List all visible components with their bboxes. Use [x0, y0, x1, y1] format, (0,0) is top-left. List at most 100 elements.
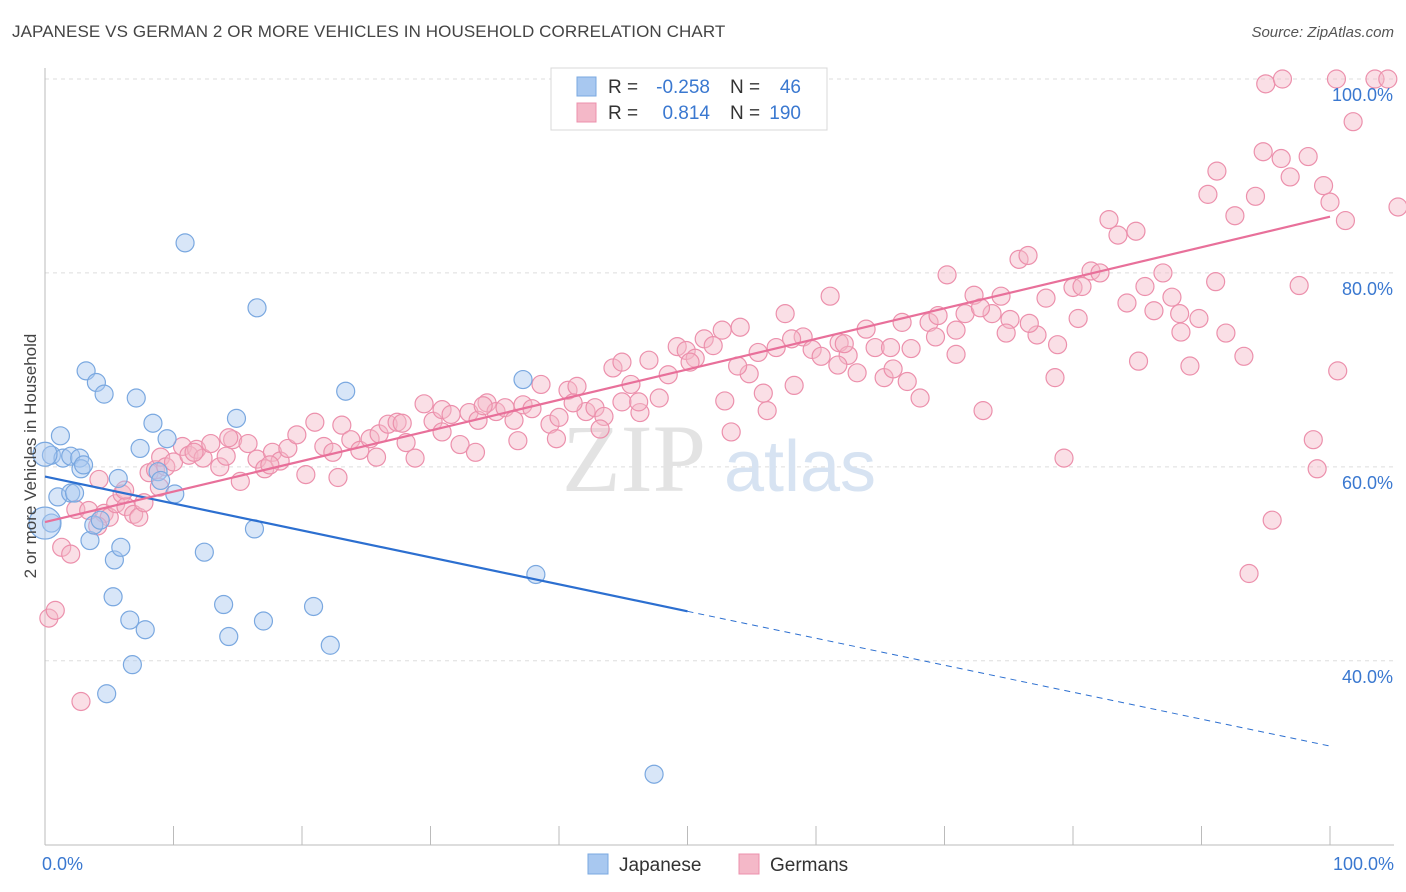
- japanese-point: [103, 587, 123, 607]
- germans-point: [757, 401, 777, 421]
- germans-point: [1280, 167, 1300, 187]
- germans-point: [811, 346, 831, 366]
- legend-n-value-japanese: 46: [780, 77, 801, 98]
- series-legend: Japanese Germans: [587, 853, 848, 876]
- germans-point: [1162, 287, 1182, 307]
- germans-point: [1234, 346, 1254, 366]
- germans-point: [1135, 276, 1155, 297]
- germans-point: [1054, 448, 1074, 468]
- germans-point: [1298, 146, 1318, 167]
- germans-point: [753, 383, 773, 403]
- germans-point: [1216, 323, 1236, 343]
- series-germans: [39, 69, 1406, 712]
- chart-source: Source: ZipAtlas.com: [1251, 24, 1394, 41]
- japanese-point: [513, 369, 533, 390]
- germans-point: [1239, 563, 1259, 584]
- japanese-point: [130, 438, 150, 459]
- japanese-point: [86, 372, 107, 393]
- japanese-point: [120, 610, 140, 630]
- germans-point: [546, 429, 567, 449]
- germans-point: [405, 448, 425, 468]
- x-tick-label-left: 0.0%: [42, 854, 83, 874]
- japanese-point: [64, 483, 85, 503]
- japanese-trend-extension: [687, 610, 1331, 747]
- germans-point: [1313, 176, 1334, 196]
- germans-point: [1225, 206, 1245, 226]
- germans-point: [210, 457, 230, 477]
- germans-point: [1262, 510, 1282, 530]
- germans-point: [71, 691, 91, 712]
- germans-point: [703, 336, 723, 356]
- germans-point: [61, 544, 81, 564]
- japanese-point: [336, 381, 356, 401]
- germans-point: [1108, 225, 1128, 245]
- germans-point: [508, 431, 528, 451]
- legend-r-value-germans: 0.814: [662, 103, 710, 124]
- germans-point: [1018, 245, 1038, 266]
- germans-point: [1027, 325, 1047, 345]
- germans-point: [296, 465, 316, 485]
- germans-point: [1206, 272, 1226, 292]
- germans-point: [946, 344, 966, 364]
- germans-point: [901, 338, 921, 359]
- germans-point: [1045, 368, 1065, 388]
- legend-swatch-germans: [576, 102, 597, 123]
- japanese-point: [165, 484, 185, 504]
- japanese-point: [226, 408, 247, 428]
- germans-point: [278, 438, 298, 459]
- germans-point: [594, 406, 614, 427]
- germans-point: [1253, 142, 1273, 162]
- germans-point: [287, 425, 307, 445]
- germans-point: [996, 323, 1016, 343]
- germans-point: [1036, 288, 1056, 308]
- x-tick-label-right: 100.0%: [1333, 854, 1394, 874]
- japanese-point: [90, 510, 110, 530]
- germans-point: [1189, 308, 1209, 329]
- germans-point: [1047, 335, 1068, 355]
- germans-point: [1072, 276, 1092, 297]
- germans-point: [1335, 210, 1356, 231]
- germans-point: [39, 608, 59, 628]
- legend-r-label-germans: R =: [608, 103, 638, 124]
- japanese-point: [214, 594, 234, 615]
- germans-point: [567, 376, 587, 396]
- germans-point: [441, 404, 461, 425]
- germans-point: [1171, 322, 1191, 342]
- germans-point: [45, 600, 65, 620]
- germans-point: [739, 364, 759, 384]
- germans-point: [1126, 221, 1146, 241]
- legend-n-value-germans: 190: [769, 103, 801, 124]
- germans-point: [1099, 209, 1119, 230]
- germans-point: [1343, 112, 1363, 132]
- germans-point: [910, 388, 930, 408]
- japanese-point: [247, 298, 267, 318]
- germans-point: [129, 507, 149, 527]
- germans-point: [1153, 263, 1173, 283]
- japanese-point: [104, 550, 124, 570]
- germans-point: [366, 447, 387, 467]
- japanese-point: [303, 596, 324, 617]
- germans-point: [1207, 161, 1227, 181]
- japanese-trend-line: [44, 475, 688, 613]
- legend-r-value-japanese: -0.258: [656, 77, 710, 98]
- germans-point: [715, 391, 735, 411]
- germans-point: [238, 433, 258, 454]
- watermark: ZIP atlas: [562, 405, 876, 512]
- germans-point: [531, 374, 551, 395]
- germans-point: [880, 337, 901, 358]
- germans-point: [184, 442, 204, 462]
- germans-point: [1271, 148, 1291, 169]
- y-axis-label: 2 or more Vehicles in Household: [21, 334, 40, 579]
- germans-point: [179, 445, 199, 465]
- germans-point: [649, 388, 669, 408]
- trend-lines: [44, 215, 1331, 747]
- legend-n-label-germans: N =: [730, 103, 760, 124]
- japanese-point: [126, 388, 146, 408]
- japanese-point: [97, 684, 117, 704]
- germans-point: [392, 413, 412, 433]
- germans-point: [216, 446, 236, 466]
- y-tick-label: 60.0%: [1342, 473, 1393, 493]
- germans-point: [549, 407, 569, 427]
- japanese-point: [143, 413, 163, 433]
- germans-point: [305, 412, 325, 432]
